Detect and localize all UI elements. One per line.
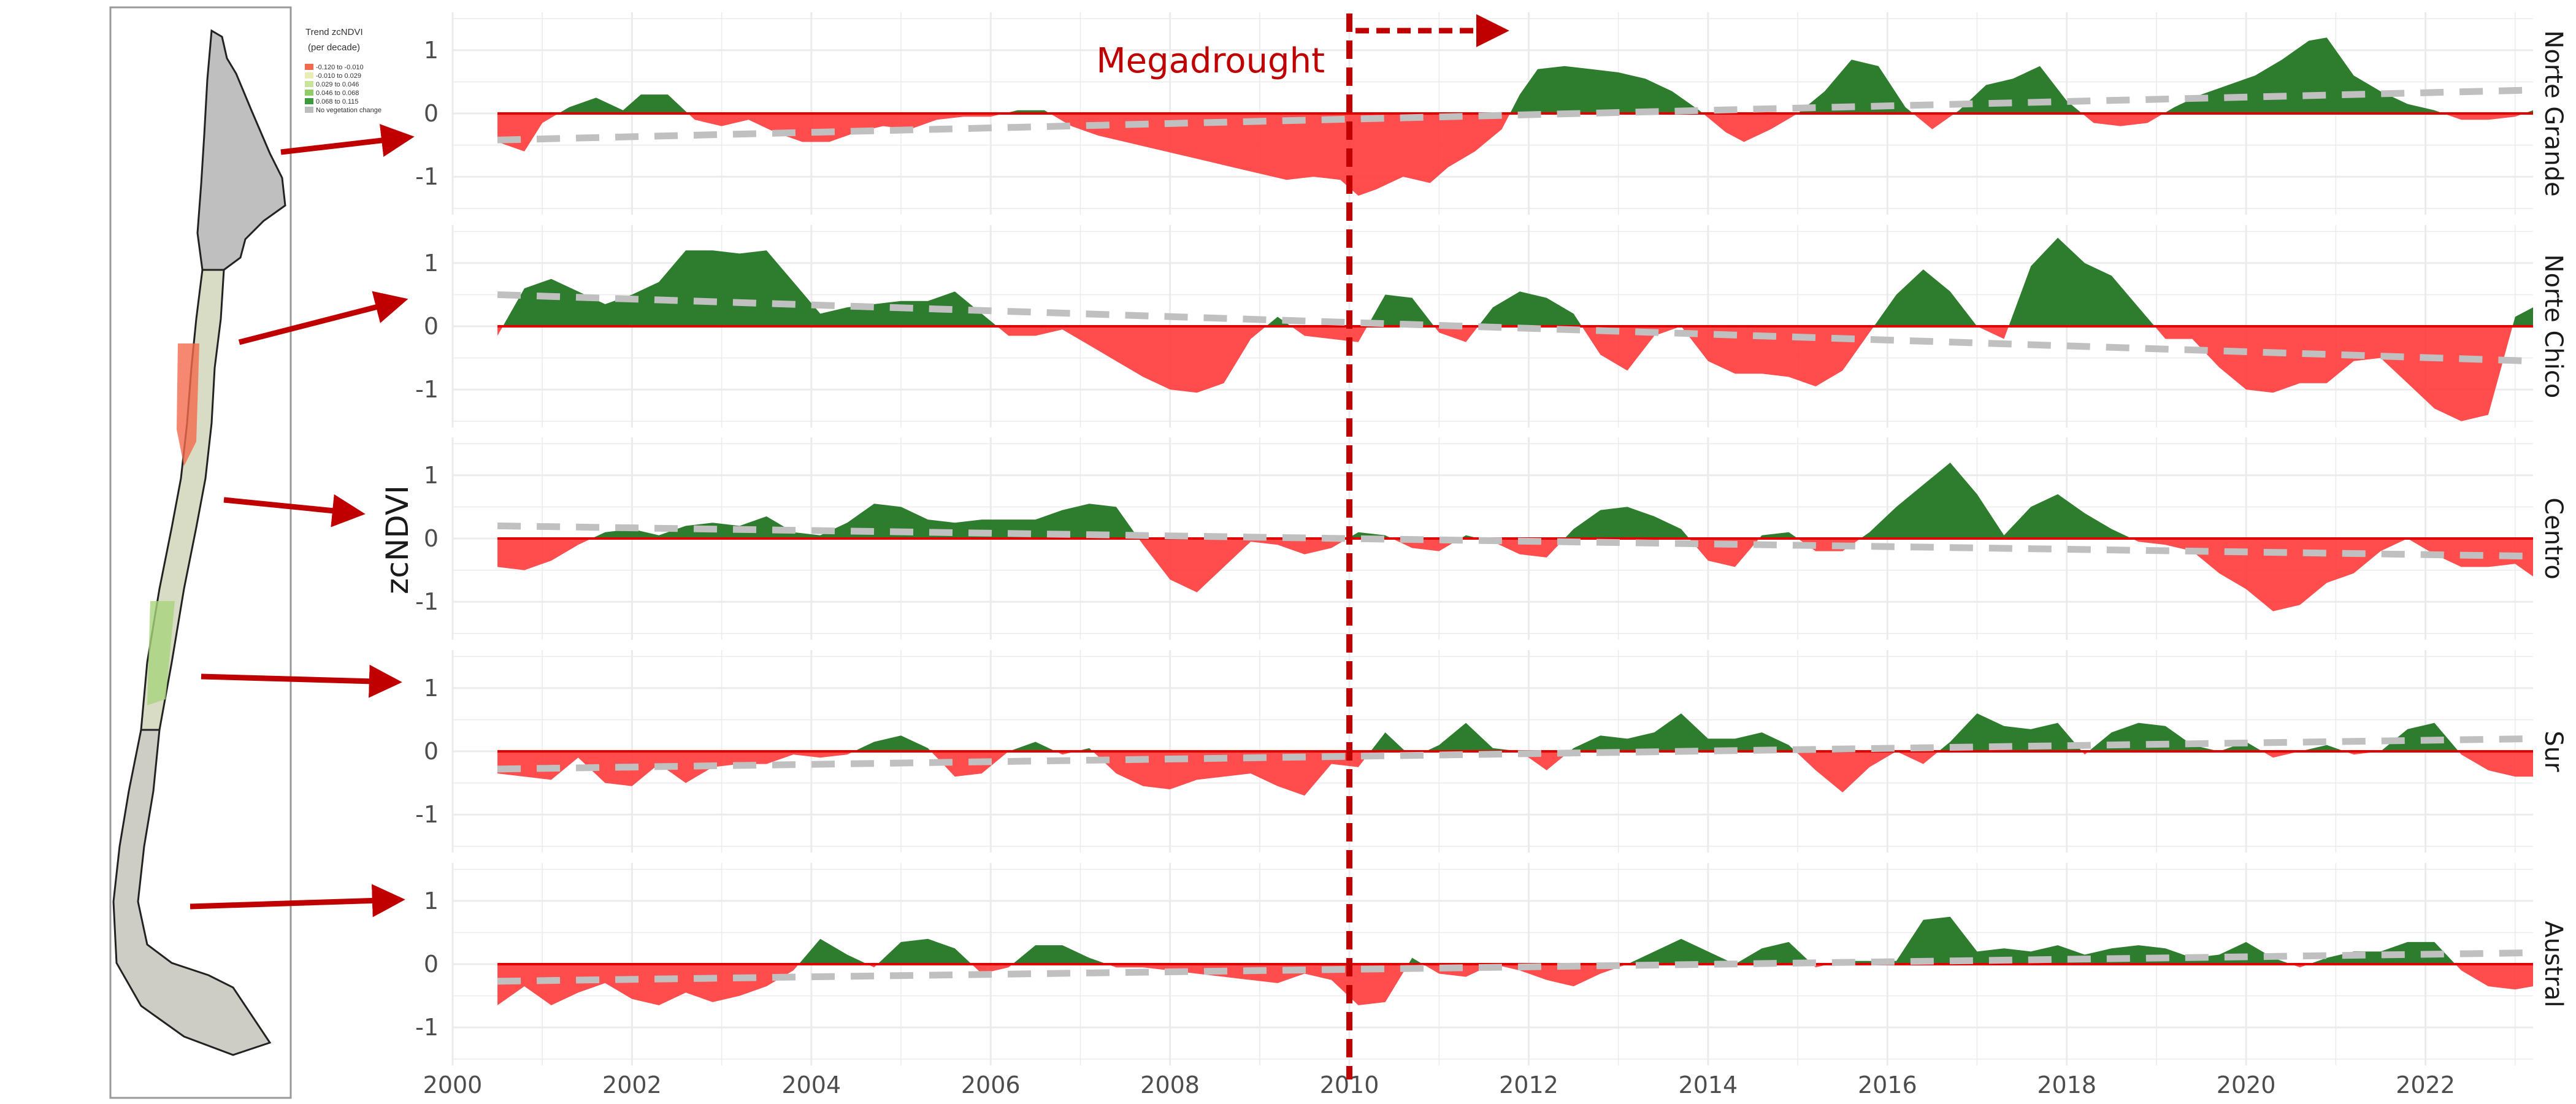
y-tick-label: 0 [424,738,439,765]
arrow-norte-grande [280,124,415,157]
panel-sur: 1 0 -1 Sur [415,650,2567,853]
x-tick-label: 2000 [423,1071,483,1098]
trend-line-sur [497,735,2534,773]
negative-area-austral [497,964,2533,1005]
x-tick-label: 2012 [1499,1071,1558,1098]
y-tick-label: -1 [415,163,439,190]
y-axis-label: zcNDVI [380,485,415,594]
x-tick-label: 2002 [602,1071,662,1098]
strip-label-austral: Austral [2539,921,2567,1007]
panel-norte-chico: 1 0 -1 Norte Chico [415,225,2567,427]
legend-label-3: 0.046 to 0.068 [316,90,359,97]
legend-label-5: No vegetation change [316,107,381,114]
x-tick-label: 2018 [2037,1071,2096,1098]
negative-area-centro [497,539,2533,611]
y-tick-label: 0 [424,313,439,340]
x-tick-label: 2004 [781,1071,841,1098]
chile-map-south [112,729,272,1056]
arrow-austral [190,884,405,918]
y-tick-label: 0 [424,525,439,552]
legend-label-1: -0.010 to 0.029 [316,72,361,80]
trend-line-norte-chico [497,291,2534,365]
legend-label-0: -0.120 to -0.010 [316,64,364,71]
positive-area-norte-grande [497,37,2533,113]
arrow-norte-chico [238,291,408,345]
legend-swatch-1 [305,72,313,79]
strip-label-norte-chico: Norte Chico [2539,255,2567,399]
legend-swatch-5 [305,107,313,113]
chile-map-inset: Trend zcNDVI (per decade) -0.120 to -0.0… [109,6,381,1099]
y-tick-label: 1 [424,887,439,914]
positive-area-austral [497,916,2533,964]
negative-area-norte-chico [497,326,2533,421]
panel-austral: 1 0 -1 Austral [415,863,2567,1065]
map-legend-subtitle: (per decade) [308,42,360,53]
positive-area-norte-chico [497,237,2533,326]
x-tick-label: 2014 [1679,1071,1738,1098]
y-tick-label: 1 [424,250,439,277]
y-tick-label: -1 [415,376,439,403]
y-tick-label: 1 [424,675,439,702]
trend-line-norte-grande [497,86,2534,144]
chile-map-negative-trend-zone [177,343,199,466]
x-tick-label: 2020 [2217,1071,2276,1098]
x-tick-label: 2006 [961,1071,1021,1098]
x-tick-label: 2022 [2396,1071,2455,1098]
region-arrows [190,124,415,918]
panel-norte-grande: 1 0 -1 Norte Grande [415,12,2567,215]
y-tick-label: 0 [424,951,439,978]
positive-area-sur [497,713,2533,751]
negative-area-norte-grande [497,113,2533,196]
arrow-sur [201,664,402,698]
megadrought-annotation: Megadrought [1096,41,1325,81]
legend-label-4: 0.068 to 0.115 [316,98,359,105]
map-legend-title: Trend zcNDVI [305,27,363,37]
strip-label-norte-grande: Norte Grande [2539,30,2567,196]
facet-panels: 1 0 -1 Norte Grande 1 0 -1 Norte Chico 1 0 -1 Centr… [415,12,2567,1065]
panel-centro: 1 0 -1 Centro [415,437,2567,640]
x-tick-label: 2008 [1140,1071,1200,1098]
legend-swatch-2 [305,81,313,87]
y-tick-label: -1 [415,1014,439,1041]
chile-map-positive-trend-zone [147,601,175,705]
strip-label-centro: Centro [2539,497,2567,580]
legend-label-2: 0.029 to 0.046 [316,81,359,88]
x-tick-label: 2016 [1858,1071,1917,1098]
x-axis-ticks: 2000 2002 2004 2006 2008 2010 2012 2014 2016 2018… [423,1071,2455,1098]
y-tick-label: -1 [415,588,439,615]
legend-swatch-3 [305,90,313,96]
legend-swatch-4 [305,98,313,104]
y-tick-label: 1 [424,462,439,489]
y-tick-label: 0 [424,100,439,127]
positive-area-centro [497,462,2533,539]
chile-map-north [196,29,286,271]
trend-line-austral [497,949,2534,985]
y-tick-label: 1 [424,37,439,64]
strip-label-sur: Sur [2539,730,2567,772]
y-tick-label: -1 [415,801,439,828]
negative-area-sur [497,751,2533,796]
arrow-centro [223,494,366,527]
legend-swatch-0 [305,64,313,70]
trend-line-centro [497,522,2534,560]
